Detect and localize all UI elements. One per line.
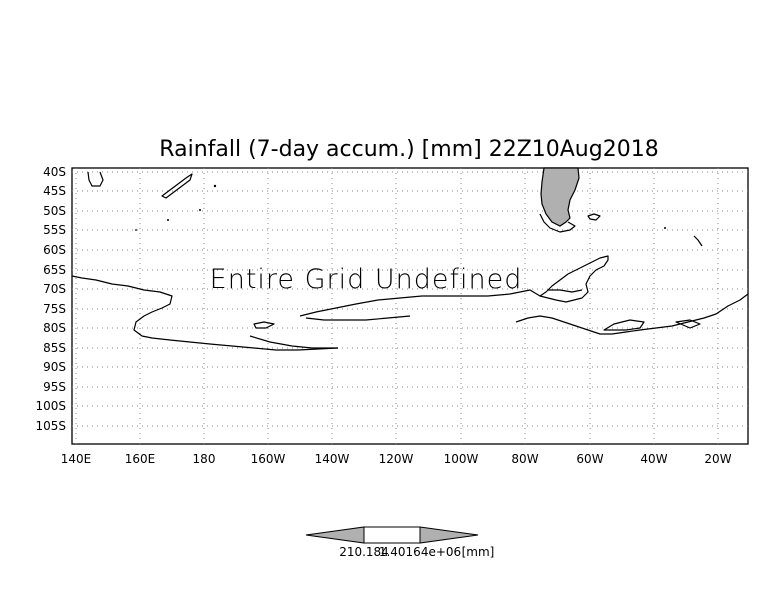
graticule: [72, 168, 748, 444]
lat-label: 55S: [43, 223, 66, 237]
undefined-grid-notice: Entire Grid Undefined: [210, 264, 523, 295]
lon-label: 20W: [704, 452, 731, 466]
lon-label: 140E: [61, 452, 92, 466]
lat-label: 45S: [43, 184, 66, 198]
lat-label: 85S: [43, 341, 66, 355]
lon-label: 60W: [576, 452, 603, 466]
colorbar-label-min: 210.184: [339, 545, 389, 559]
lat-label: 80S: [43, 321, 66, 335]
lat-label: 100S: [35, 399, 66, 413]
lat-label: 75S: [43, 302, 66, 316]
colorbar-unit: [mm]: [462, 545, 495, 559]
peninsula-detail: [548, 289, 583, 293]
coast-inner-a: [305, 315, 411, 321]
map-title: Rainfall (7-day accum.) [mm] 22Z10Aug201…: [159, 137, 658, 162]
antarctica-coast-west: [71, 275, 339, 351]
coast-inner-b: [253, 321, 275, 329]
lat-label: 50S: [43, 204, 66, 218]
antarctica-coast-mid: [299, 289, 541, 317]
coastlines: [71, 167, 749, 351]
lat-label: 90S: [43, 360, 66, 374]
lon-label: 80W: [511, 452, 538, 466]
ross-ice-shelf: [249, 335, 338, 349]
colorbar-label-max: 1.40164e+06: [379, 545, 461, 559]
lat-label: 105S: [35, 419, 66, 433]
colorbar-center-box: [363, 526, 421, 544]
lon-label: 160W: [251, 452, 286, 466]
lat-label: 95S: [43, 380, 66, 394]
lon-label: 140W: [315, 452, 350, 466]
tierra-del-fuego: [539, 213, 576, 233]
lat-label: 65S: [43, 263, 66, 277]
lat-label: 60S: [43, 243, 66, 257]
latitude-labels: 40S 45S 50S 55S 60S 65S 70S 75S 80S 85S …: [35, 165, 66, 433]
falkland-islands: [587, 213, 601, 221]
colorbar-left-triangle: [305, 526, 365, 544]
new-zealand-coast: [87, 171, 104, 187]
lat-label: 70S: [43, 282, 66, 296]
lat-label: 40S: [43, 165, 66, 179]
lon-label: 180: [193, 452, 216, 466]
map-frame: [71, 167, 749, 445]
lon-label: 120W: [379, 452, 414, 466]
lon-label: 160E: [125, 452, 156, 466]
lon-label: 40W: [640, 452, 667, 466]
south-georgia: [693, 235, 703, 247]
weddell-coast: [515, 293, 749, 335]
filchner-ice-shelf: [603, 319, 645, 331]
south-america-land: [540, 167, 580, 227]
antarctic-peninsula: [539, 255, 609, 303]
lon-label: 100W: [444, 452, 479, 466]
colorbar-right-triangle: [419, 526, 479, 544]
colorbar: 210.184 1.40164e+06 [mm]: [305, 526, 495, 559]
new-zealand-islands: [161, 173, 193, 199]
east-coast-detail: [675, 319, 701, 329]
longitude-labels: 140E 160E 180 160W 140W 120W 100W 80W 60…: [61, 452, 732, 466]
